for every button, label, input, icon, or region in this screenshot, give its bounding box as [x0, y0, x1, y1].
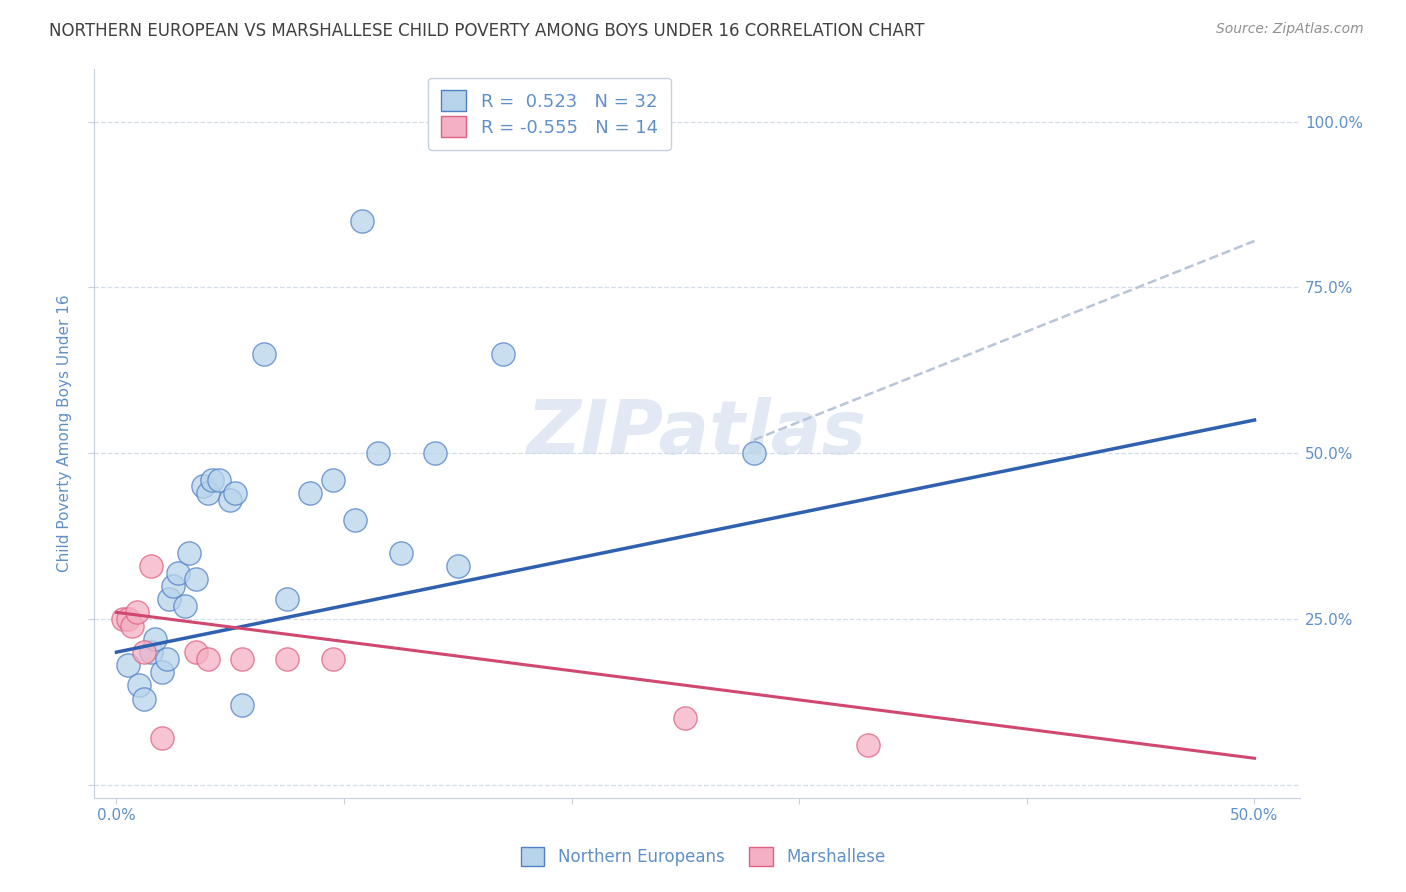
Point [224, 486, 246, 500]
Point [157, 592, 180, 607]
Point [352, 214, 374, 228]
Point [121, 618, 143, 632]
Text: NORTHERN EUROPEAN VS MARSHALLESE CHILD POVERTY AMONG BOYS UNDER 16 CORRELATION C: NORTHERN EUROPEAN VS MARSHALLESE CHILD P… [49, 22, 925, 40]
Point [184, 572, 207, 586]
Point [742, 446, 765, 460]
Point [423, 446, 446, 460]
Point [856, 738, 879, 752]
Point [128, 678, 150, 692]
Point [139, 645, 162, 659]
Text: Source: ZipAtlas.com: Source: ZipAtlas.com [1216, 22, 1364, 37]
Text: ZIPatlas: ZIPatlas [527, 397, 868, 470]
Point [675, 711, 697, 725]
Point [150, 731, 173, 746]
Point [150, 665, 173, 679]
Point [201, 473, 224, 487]
Point [112, 612, 135, 626]
Point [139, 558, 162, 573]
Y-axis label: Child Poverty Among Boys Under 16: Child Poverty Among Boys Under 16 [58, 294, 72, 572]
Point [143, 632, 166, 646]
Point [125, 606, 148, 620]
Point [276, 592, 298, 607]
Point [132, 691, 155, 706]
Point [298, 486, 321, 500]
Point [117, 612, 139, 626]
Point [162, 579, 184, 593]
Point [191, 479, 214, 493]
Point [253, 347, 276, 361]
Point [231, 698, 253, 713]
Point [167, 566, 190, 580]
Legend: R =  0.523   N = 32, R = -0.555   N = 14: R = 0.523 N = 32, R = -0.555 N = 14 [429, 78, 671, 150]
Point [344, 512, 367, 526]
Point [322, 652, 344, 666]
Point [197, 486, 219, 500]
Point [367, 446, 389, 460]
Point [208, 473, 231, 487]
Point [132, 645, 155, 659]
Point [492, 347, 515, 361]
Legend: Northern Europeans, Marshallese: Northern Europeans, Marshallese [513, 838, 893, 875]
Point [276, 652, 298, 666]
Point [322, 473, 344, 487]
Point [231, 652, 253, 666]
Point [197, 652, 219, 666]
Point [219, 492, 242, 507]
Point [155, 652, 177, 666]
Point [389, 546, 412, 560]
Point [447, 558, 470, 573]
Point [117, 658, 139, 673]
Point [179, 546, 201, 560]
Point [184, 645, 207, 659]
Point [173, 599, 195, 613]
